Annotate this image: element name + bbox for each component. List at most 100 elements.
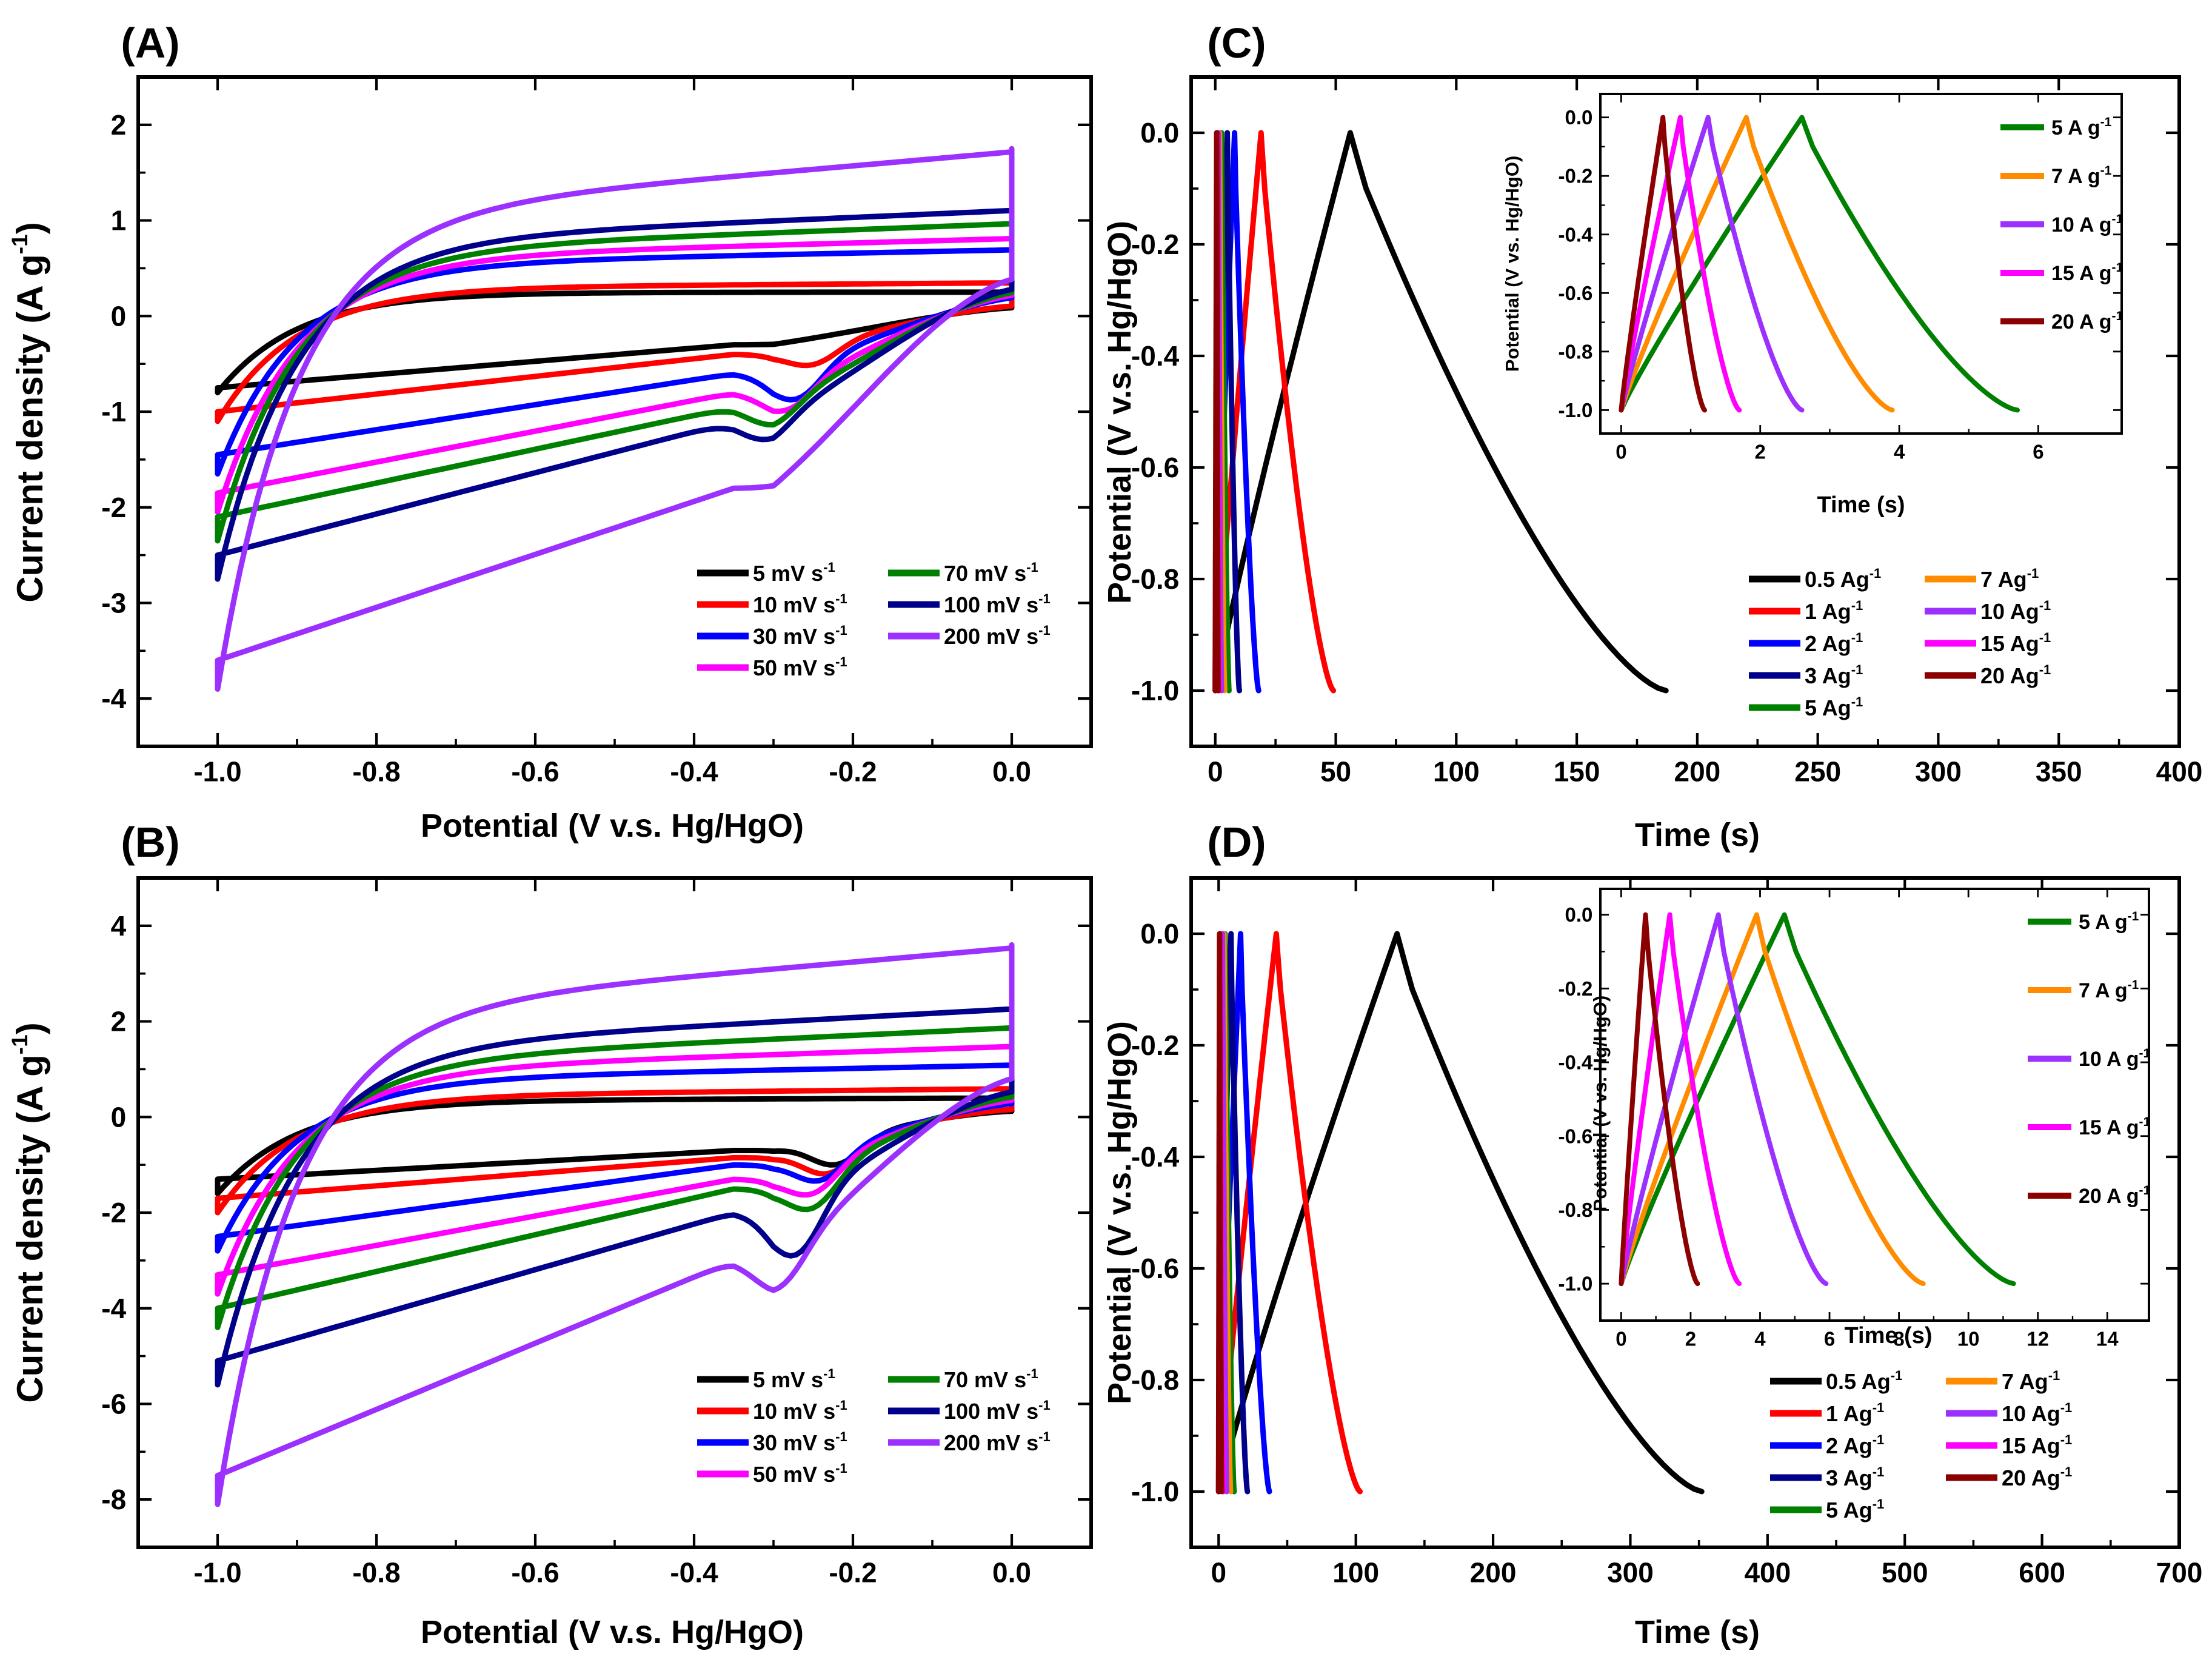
x-tick-label: 2 [1685, 1327, 1696, 1350]
y-axis-title: Current density (A g-1) [7, 1022, 50, 1402]
inset-series-10-a-g [1619, 912, 1829, 1287]
x-tick-label: 6 [1824, 1327, 1835, 1350]
series-100-mv-s [215, 1004, 1015, 1388]
inset-series-15-a-g [1619, 115, 1742, 413]
legend: 5 mV s-1 10 mV s-1 30 mV s-1 50 mV s-1 70 mV… [697, 560, 1051, 680]
inset-series-7-a-g [1619, 115, 1895, 413]
y-tick-label: -6 [101, 1388, 126, 1420]
y-tick-label: -2 [101, 492, 126, 523]
plot-area [1215, 931, 1705, 1495]
inset-legend: 5 A g-1 7 A g-1 10 A g-1 15 A g-1 20 A g-1 [2028, 909, 2151, 1208]
legend-label: 3 Ag-1 [1826, 1464, 1884, 1490]
y-tick-label: -0.4 [1559, 1051, 1594, 1074]
x-tick-label: 250 [1794, 756, 1841, 788]
y-tick-label: 2 [111, 109, 127, 141]
x-tick-label: -0.2 [829, 1557, 877, 1589]
legend-label: 50 mV s-1 [753, 654, 847, 680]
y-tick-label: -1.0 [1131, 675, 1179, 706]
x-tick-label: 4 [1754, 1327, 1766, 1350]
x-tick-label: 0 [1616, 1327, 1626, 1350]
legend-label: 2 Ag-1 [1826, 1432, 1884, 1458]
x-tick-label: 700 [2156, 1557, 2203, 1589]
x-tick-label: 400 [2156, 756, 2203, 788]
y-tick-label: -0.4 [1131, 1141, 1180, 1173]
y-tick-label: -1.0 [1131, 1476, 1179, 1507]
legend-label: 100 mV s-1 [944, 1398, 1051, 1424]
y-tick-label: -1.0 [1559, 1273, 1593, 1295]
legend-label: 5 Ag-1 [1805, 694, 1863, 720]
legend-label: 200 mV s-1 [944, 623, 1051, 649]
panel-label: (B) [121, 819, 179, 866]
y-tick-label: -0.8 [1131, 1364, 1179, 1396]
x-tick-label: -1.0 [193, 756, 241, 788]
inset-legend-label: 5 A g-1 [2051, 115, 2112, 139]
y-axis-title: Current density (A g-1) [7, 222, 50, 602]
series-70-mv-s [215, 219, 1015, 544]
inset-legend-label: 15 A g-1 [2051, 261, 2123, 285]
legend-label: 2 Ag-1 [1805, 630, 1863, 656]
inset-legend-label: 7 A g-1 [2079, 978, 2139, 1002]
legend-label: 5 mV s-1 [753, 560, 835, 586]
x-tick-label: 0 [1616, 440, 1626, 463]
series-200-mv-s [215, 146, 1015, 692]
inset-plot-area [1619, 115, 2020, 413]
y-tick-label: 0.0 [1140, 918, 1179, 950]
legend-label: 10 mV s-1 [753, 591, 847, 617]
inset-background [1600, 889, 2149, 1321]
legend-label: 200 mV s-1 [944, 1429, 1051, 1455]
x-tick-label: -0.4 [670, 1557, 718, 1589]
y-tick-label: -0.8 [1131, 563, 1179, 595]
legend-label: 30 mV s-1 [753, 623, 847, 649]
x-tick-label: 0 [1211, 1557, 1226, 1589]
legend: 0.5 Ag-1 1 Ag-1 2 Ag-1 3 Ag-1 5 Ag-1 7 Ag-1 10… [1770, 1368, 2072, 1522]
x-tick-label: 0 [1208, 756, 1223, 788]
y-tick-label: 4 [111, 910, 127, 942]
legend-label: 70 mV s-1 [944, 560, 1038, 586]
y-tick-label: -2 [101, 1197, 126, 1228]
legend-label: 70 mV s-1 [944, 1366, 1038, 1392]
inset-x-axis-title: Time (s) [1817, 492, 1905, 518]
inset-series-5-a-g [1619, 912, 2016, 1287]
x-tick-label: 300 [1607, 1557, 1654, 1589]
x-tick-label: -0.6 [511, 1557, 559, 1589]
inset-legend-label: 10 A g-1 [2051, 212, 2123, 236]
legend-label: 0.5 Ag-1 [1826, 1368, 1902, 1394]
y-tick-label: -1.0 [1559, 399, 1593, 421]
x-tick-label: -0.8 [352, 1557, 400, 1589]
y-tick-label: 0 [111, 300, 127, 332]
x-tick-label: 150 [1554, 756, 1600, 788]
series-20-a-g [1215, 931, 1225, 1495]
legend-label: 20 Ag-1 [1980, 662, 2051, 688]
y-tick-label: -4 [101, 683, 126, 714]
x-axis-title: Time (s) [1635, 1614, 1760, 1650]
panel-b: (B) -1.0 -0.8 -0.6 -0.4 -0.2 0.0 -8 -6 -4 -2 0 2 4 Pot… [7, 819, 1093, 1650]
legend-label: 50 mV s-1 [753, 1461, 847, 1487]
panel-c: (C) 0 50 100 150 200 250 300 350 400 -1.0 -0.8 -0.6 -… [1101, 19, 2202, 853]
legend-label: 10 Ag-1 [2002, 1400, 2072, 1426]
y-tick-label: 0.0 [1565, 106, 1593, 129]
y-tick-label: -4 [101, 1293, 126, 1324]
legend-label: 1 Ag-1 [1826, 1400, 1884, 1426]
inset-legend-label: 7 A g-1 [2051, 164, 2112, 188]
inset-series-15-a-g [1619, 912, 1742, 1287]
legend-label: 10 mV s-1 [753, 1398, 847, 1424]
x-tick-label: 12 [2027, 1327, 2049, 1350]
x-tick-label: 0.0 [992, 756, 1031, 788]
x-tick-label: -1.0 [193, 1557, 241, 1589]
series-10-mv-s [215, 1085, 1015, 1216]
x-tick-label: 0.0 [992, 1557, 1031, 1589]
y-tick-label: -0.2 [1131, 229, 1179, 260]
legend-label: 3 Ag-1 [1805, 662, 1863, 688]
y-tick-label: -0.8 [1559, 1199, 1593, 1221]
y-tick-label: -3 [101, 588, 126, 619]
panel-label: (A) [121, 19, 179, 67]
inset: 0 2 4 6 8 10 12 14 -1.0 -0.8 -0.6 -0.4 -0.2 0.0 Time (… [1559, 888, 2151, 1350]
series-200-mv-s [215, 942, 1015, 1507]
legend: 5 mV s-1 10 mV s-1 30 mV s-1 50 mV s-1 70 mV… [697, 1366, 1051, 1487]
y-tick-label: -0.2 [1131, 1030, 1179, 1061]
plot-area [215, 942, 1015, 1507]
y-tick-label: 1 [111, 205, 127, 236]
x-axis-title: Potential (V v.s. Hg/HgO) [421, 808, 804, 844]
panel-a: (A) -1.0 -0.8 -0.6 -0.4 -0.2 0.0 -4 -3 -2 -1 0 1 2 Pot… [7, 19, 1093, 844]
series-0-5-a-g [1215, 931, 1705, 1495]
